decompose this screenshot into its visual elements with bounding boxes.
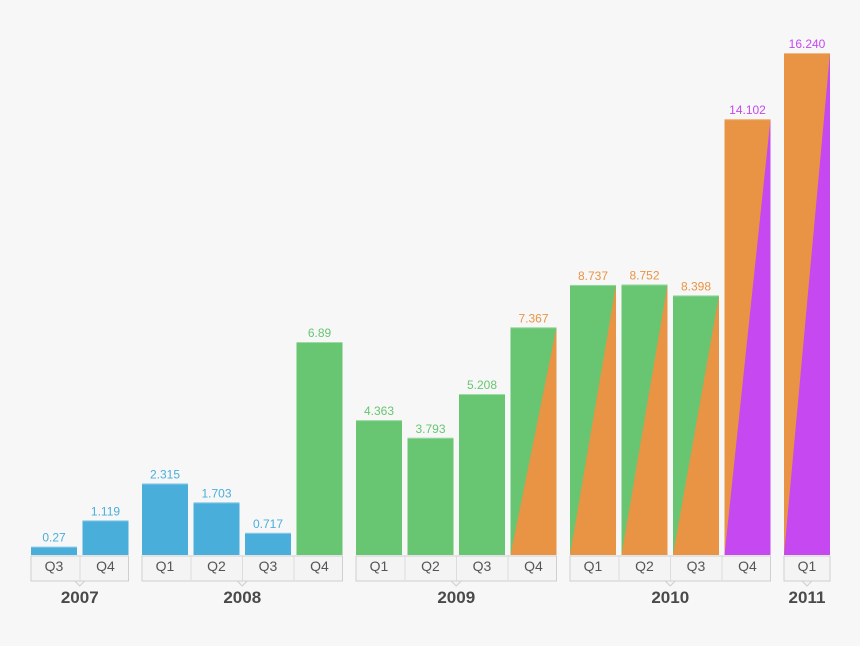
- year-label-2007: 2007: [61, 588, 99, 607]
- quarter-label-2007-q4: Q4: [96, 558, 115, 574]
- year-label-2008: 2008: [223, 588, 261, 607]
- bar-wedge-2010-q4: [724, 119, 771, 555]
- bar-2007-q4: [82, 520, 129, 555]
- quarter-label-2007-q3: Q3: [45, 558, 64, 574]
- quarter-label-2010-q1: Q1: [584, 558, 603, 574]
- bar-2008-q2: [193, 502, 240, 555]
- value-label-2010-q4: 14.102: [729, 103, 766, 117]
- value-label-2008-q1: 2.315: [150, 467, 180, 481]
- year-pointer-2011: [800, 580, 814, 587]
- bar-wedge-2009-q4: [510, 327, 557, 555]
- value-label-2009-q1: 4.363: [364, 404, 394, 418]
- year-label-2010: 2010: [651, 588, 689, 607]
- quarter-label-2009-q2: Q2: [421, 558, 440, 574]
- year-pointer-2010: [664, 580, 677, 587]
- year-pointer-2007: [73, 580, 86, 587]
- quarter-box-2011: [783, 555, 831, 582]
- year-pointer-2008: [236, 580, 249, 587]
- bar-wedge-2010-q1: [570, 284, 616, 555]
- bar-2009-q3: [459, 394, 505, 555]
- bar-wedge-2011-q1: [784, 53, 830, 555]
- bar-2008-q4: [296, 342, 343, 555]
- quarter-label-2009-q1: Q1: [370, 558, 389, 574]
- bar-2008-q1: [142, 483, 188, 555]
- year-label-2009: 2009: [437, 588, 475, 607]
- bar-2008-q3: [245, 532, 291, 555]
- quarter-label-2008-q3: Q3: [259, 558, 278, 574]
- quarter-label-2010-q4: Q4: [738, 558, 757, 574]
- bar-wedge-2010-q3: [673, 295, 719, 555]
- quarter-label-2008-q4: Q4: [310, 558, 329, 574]
- quarter-label-2009-q4: Q4: [524, 558, 543, 574]
- value-label-2007-q4: 1.119: [91, 504, 120, 518]
- value-label-2007-q3: 0.27: [42, 531, 66, 545]
- bar-2007-q3: [31, 546, 77, 555]
- quarter-label-2011-q1: Q1: [798, 558, 817, 574]
- bar-2009-q1: [356, 420, 402, 555]
- quarter-label-2010-q2: Q2: [635, 558, 654, 574]
- quarter-label-2008-q2: Q2: [207, 558, 226, 574]
- value-label-2008-q2: 1.703: [201, 486, 231, 500]
- quarter-label-2008-q1: Q1: [156, 558, 175, 574]
- value-label-2010-q2: 8.752: [629, 268, 659, 282]
- quarter-label-2009-q3: Q3: [473, 558, 492, 574]
- quarter-label-2010-q3: Q3: [687, 558, 706, 574]
- value-label-2011-q1: 16.240: [789, 37, 826, 51]
- value-label-2009-q2: 3.793: [415, 422, 445, 436]
- value-label-2009-q3: 5.208: [467, 378, 497, 392]
- year-pointer-2009: [450, 580, 463, 587]
- year-label-2011: 2011: [789, 588, 826, 607]
- bar-2009-q2: [407, 437, 454, 555]
- value-label-2009-q4: 7.367: [518, 311, 548, 325]
- value-label-2008-q3: 0.717: [253, 517, 283, 531]
- bar-wedge-2010-q2: [621, 284, 668, 555]
- value-label-2010-q1: 8.737: [578, 269, 608, 283]
- value-label-2010-q3: 8.398: [681, 279, 711, 293]
- value-label-2008-q4: 6.89: [308, 326, 332, 340]
